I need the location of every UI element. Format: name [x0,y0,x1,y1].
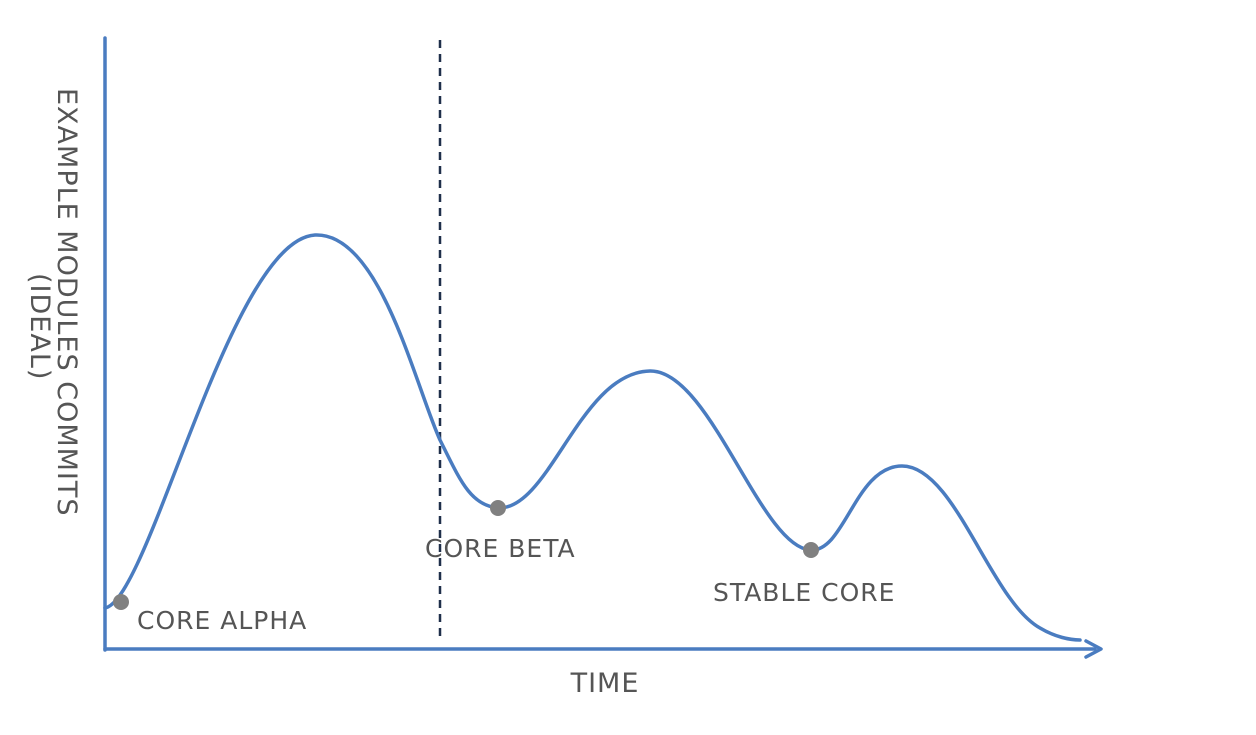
x-axis-arrow [1084,639,1103,659]
label-core-alpha: CORE ALPHA [137,606,307,635]
y-axis-label-line-1: EXAMPLE MODULES COMMITS [51,88,82,517]
y-axis-label-line-2: (IDEAL) [24,273,55,380]
label-core-beta: CORE BETA [425,534,576,563]
y-axis-label: EXAMPLE MODULES COMMITS (IDEAL) [24,88,82,517]
marker-stable-core [803,542,819,558]
label-stable-core: STABLE CORE [713,578,895,607]
x-axis-label: TIME [570,668,640,699]
marker-core-alpha [113,594,129,610]
commit-curve [103,233,1082,642]
marker-core-beta [490,500,506,516]
